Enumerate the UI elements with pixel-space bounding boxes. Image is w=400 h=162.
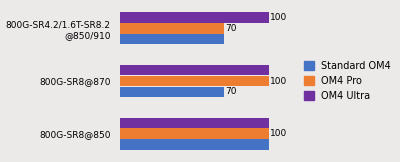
- Text: 100: 100: [270, 76, 288, 86]
- Bar: [120, 76, 268, 86]
- Text: 70: 70: [226, 24, 237, 33]
- Text: 70: 70: [226, 87, 237, 96]
- Legend: Standard OM4, OM4 Pro, OM4 Ultra: Standard OM4, OM4 Pro, OM4 Ultra: [302, 59, 393, 103]
- Bar: [120, 117, 268, 128]
- Text: 100: 100: [270, 13, 288, 22]
- Bar: [120, 128, 268, 139]
- Bar: [120, 12, 268, 23]
- Bar: [120, 34, 224, 45]
- Bar: [120, 23, 224, 34]
- Bar: [120, 65, 268, 75]
- Bar: [120, 139, 268, 150]
- Bar: [120, 87, 224, 97]
- Text: 100: 100: [270, 129, 288, 138]
